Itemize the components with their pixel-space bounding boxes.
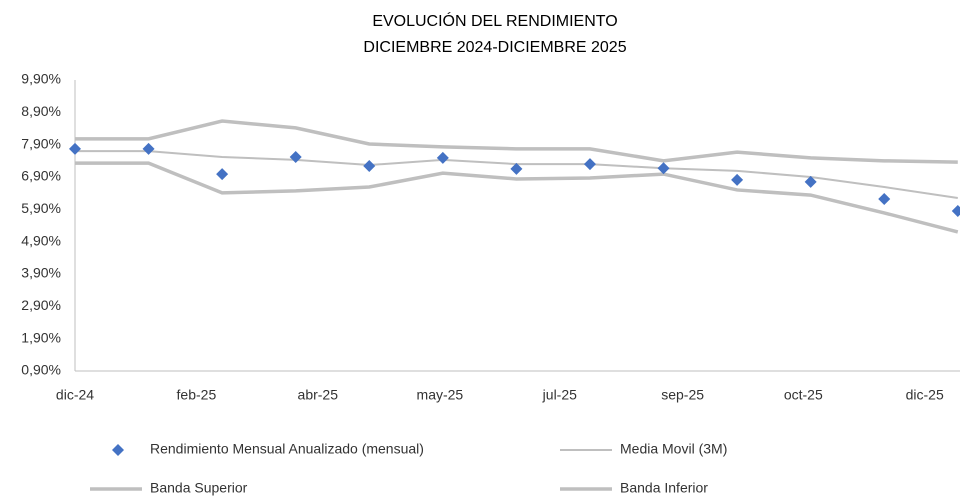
legend-label: Media Movil (3M): [620, 441, 727, 457]
chart-title: EVOLUCIÓN DEL RENDIMIENTO: [372, 11, 617, 30]
data-point: [657, 162, 670, 175]
data-point: [804, 175, 817, 188]
data-point: [583, 158, 596, 171]
data-point: [436, 151, 449, 164]
data-point: [510, 162, 523, 175]
chart-subtitle: DICIEMBRE 2024-DICIEMBRE 2025: [363, 39, 626, 56]
y-tick-label: 6,90%: [21, 168, 61, 184]
x-tick-label: dic-24: [56, 387, 94, 403]
y-tick-label: 3,90%: [21, 265, 61, 281]
x-tick-label: feb-25: [177, 387, 217, 403]
legend-marker: [112, 444, 124, 456]
x-tick-label: may-25: [417, 387, 464, 403]
y-tick-label: 0,90%: [21, 362, 61, 378]
x-tick-label: abr-25: [298, 387, 339, 403]
legend-label: Rendimiento Mensual Anualizado (mensual): [150, 441, 424, 457]
x-tick-label: sep-25: [661, 387, 704, 403]
series-line: [75, 119, 958, 164]
data-point: [216, 168, 229, 181]
data-point: [142, 142, 155, 155]
y-tick-label: 8,90%: [21, 103, 61, 119]
legend-label: Banda Inferior: [620, 480, 708, 496]
data-point: [951, 204, 960, 217]
data-point: [878, 192, 891, 205]
x-tick-label: jul-25: [542, 387, 577, 403]
data-point: [69, 142, 81, 155]
y-tick-label: 1,90%: [21, 329, 61, 345]
y-tick-label: 2,90%: [21, 297, 61, 313]
x-tick-label: oct-25: [784, 387, 823, 403]
series-line: [75, 161, 959, 234]
y-tick-label: 5,90%: [21, 200, 61, 216]
y-tick-label: 9,90%: [21, 71, 61, 87]
data-point: [289, 150, 302, 163]
data-point: [731, 173, 744, 186]
legend-label: Banda Superior: [150, 480, 248, 496]
y-tick-label: 4,90%: [21, 232, 61, 248]
x-tick-label: dic-25: [906, 387, 944, 403]
y-tick-label: 7,90%: [21, 135, 61, 151]
data-point: [363, 160, 376, 173]
